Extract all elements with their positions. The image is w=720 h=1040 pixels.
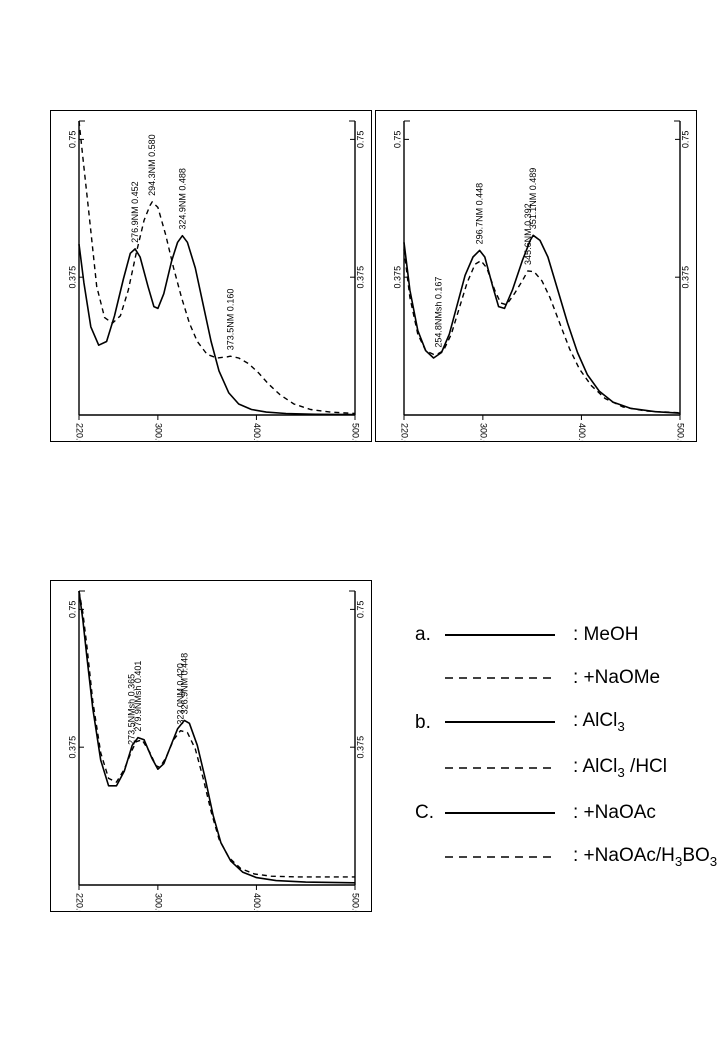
svg-text:400.0: 400.0 xyxy=(252,423,262,441)
svg-text:400.0: 400.0 xyxy=(252,893,262,911)
svg-text:0.75: 0.75 xyxy=(67,131,77,149)
svg-text:300.0: 300.0 xyxy=(153,423,163,441)
svg-text:373.5NM 0.160: 373.5NM 0.160 xyxy=(225,289,235,351)
svg-text:0.75: 0.75 xyxy=(355,131,365,149)
legend-text: : +NaOAc xyxy=(573,803,656,822)
spectrum-panel-b: 220.0 300.0 400.0 500.0 0.375 0.375 0.75 0.75 25… xyxy=(375,110,697,442)
svg-text:0.375: 0.375 xyxy=(67,736,77,759)
svg-text:500.0: 500.0 xyxy=(351,423,361,441)
legend-text: : AlCl3 xyxy=(573,711,625,733)
legend-text: : AlCl3 /HCl xyxy=(573,757,667,779)
svg-text:0.75: 0.75 xyxy=(392,131,402,149)
legend-line-dashed xyxy=(445,850,555,864)
svg-text:0.75: 0.75 xyxy=(67,601,77,619)
svg-text:220.0: 220.0 xyxy=(75,893,85,911)
legend-prefix: a. xyxy=(415,625,445,644)
svg-text:500.0: 500.0 xyxy=(676,423,686,441)
svg-text:0.375: 0.375 xyxy=(67,266,77,289)
legend-text: : MeOH xyxy=(573,625,638,644)
legend-row: : +NaOMe xyxy=(415,668,717,687)
svg-text:0.375: 0.375 xyxy=(355,266,365,289)
svg-text:296.7NM 0.448: 296.7NM 0.448 xyxy=(475,183,485,245)
svg-text:294.3NM 0.580: 294.3NM 0.580 xyxy=(147,134,157,196)
svg-text:220.0: 220.0 xyxy=(400,423,410,441)
spectrum-chart-b: 220.0 300.0 400.0 500.0 0.375 0.375 0.75 0.75 25… xyxy=(376,111,696,441)
svg-text:220.0: 220.0 xyxy=(75,423,85,441)
legend-line-dashed xyxy=(445,671,555,685)
svg-text:300.0: 300.0 xyxy=(153,893,163,911)
svg-text:326.9NM 0.448: 326.9NM 0.448 xyxy=(179,653,189,715)
svg-text:324.9NM 0.488: 324.9NM 0.488 xyxy=(177,168,187,230)
legend-row: b. : AlCl3 xyxy=(415,711,717,733)
spectrum-chart-c: 220.0 300.0 400.0 500.0 0.375 0.375 0.75 0.75 27… xyxy=(51,581,371,911)
spectrum-chart-a: 220.0 300.0 400.0 500.0 0.375 0.375 0.75 0.75 29… xyxy=(51,111,371,441)
legend-row: a. : MeOH xyxy=(415,625,717,644)
svg-text:0.75: 0.75 xyxy=(355,601,365,619)
svg-text:279.9NMsh 0.401: 279.9NMsh 0.401 xyxy=(133,661,143,732)
svg-text:0.375: 0.375 xyxy=(355,736,365,759)
svg-text:0.375: 0.375 xyxy=(680,266,690,289)
svg-text:0.75: 0.75 xyxy=(680,131,690,149)
svg-text:351.1NM 0.489: 351.1NM 0.489 xyxy=(528,168,538,230)
svg-text:500.0: 500.0 xyxy=(351,893,361,911)
legend-text: : +NaOAc/H3BO3 xyxy=(573,846,717,868)
svg-text:400.0: 400.0 xyxy=(577,423,587,441)
svg-text:0.375: 0.375 xyxy=(392,266,402,289)
svg-text:276.9NM 0.452: 276.9NM 0.452 xyxy=(130,181,140,243)
legend-line-solid xyxy=(445,806,555,820)
spectrum-panel-c: 220.0 300.0 400.0 500.0 0.375 0.375 0.75 0.75 27… xyxy=(50,580,372,912)
legend-text: : +NaOMe xyxy=(573,668,660,687)
legend-prefix: b. xyxy=(415,713,445,732)
svg-text:300.0: 300.0 xyxy=(478,423,488,441)
legend-row: C. : +NaOAc xyxy=(415,803,717,822)
legend-row: : AlCl3 /HCl xyxy=(415,757,717,779)
legend-line-solid xyxy=(445,628,555,642)
legend-line-solid xyxy=(445,715,555,729)
svg-text:254.8NMsh 0.167: 254.8NMsh 0.167 xyxy=(433,277,443,348)
legend-prefix: C. xyxy=(415,803,445,822)
figure-page: 220.0 300.0 400.0 500.0 0.375 0.375 0.75 0.75 29… xyxy=(0,0,720,1040)
legend-row: : +NaOAc/H3BO3 xyxy=(415,846,717,868)
legend-line-dashed xyxy=(445,761,555,775)
spectrum-panel-a: 220.0 300.0 400.0 500.0 0.375 0.375 0.75 0.75 29… xyxy=(50,110,372,442)
legend-block: a. : MeOH : +NaOMe b. : AlCl3 : Al xyxy=(415,625,717,892)
